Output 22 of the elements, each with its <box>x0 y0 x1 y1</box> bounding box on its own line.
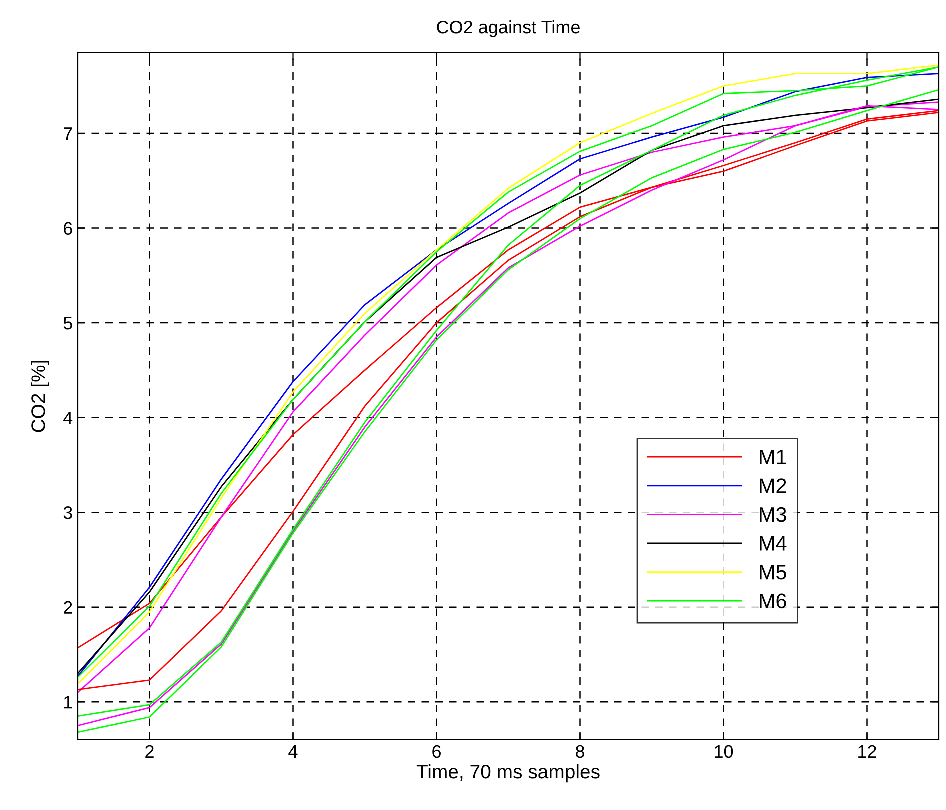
x-axis-title: Time, 70 ms samples <box>416 764 600 783</box>
y-tick-label: 3 <box>64 506 72 520</box>
legend-label: M5 <box>760 565 786 580</box>
y-tick-label: 6 <box>64 222 72 236</box>
legend-label: M4 <box>760 536 787 551</box>
y-tick-label: 2 <box>64 601 72 614</box>
chart-title: CO2 against Time <box>437 20 580 38</box>
y-tick-label: 1 <box>64 696 72 709</box>
y-tick-label: 7 <box>64 128 72 140</box>
x-tick-label: 12 <box>858 745 876 758</box>
x-tick-label: 8 <box>576 745 584 758</box>
legend-label: M3 <box>760 507 786 522</box>
legend-label: M2 <box>760 478 786 494</box>
x-tick-label: 10 <box>715 745 734 758</box>
y-axis-title: CO2 [%] <box>31 361 50 432</box>
y-tick-label: 4 <box>64 412 73 424</box>
x-tick-label: 2 <box>146 745 154 758</box>
legend-label: M6 <box>760 594 786 609</box>
legend-label: M1 <box>760 450 786 464</box>
y-tick-label: 5 <box>64 317 72 330</box>
x-tick-label: 4 <box>288 746 298 758</box>
x-tick-label: 6 <box>432 745 441 758</box>
